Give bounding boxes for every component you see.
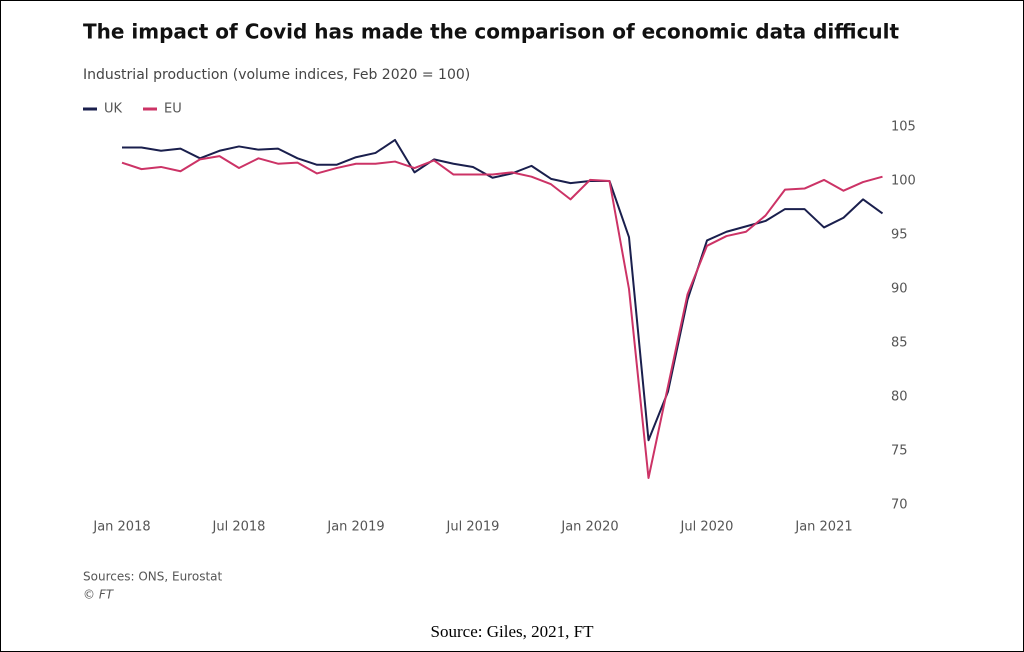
line-eu bbox=[121, 155, 883, 479]
caption: Source: Giles, 2021, FT bbox=[431, 622, 595, 641]
x-tick-label: Jul 2018 bbox=[212, 520, 266, 535]
x-tick-label: Jan 2021 bbox=[794, 520, 852, 535]
x-tick-label: Jul 2019 bbox=[446, 520, 500, 535]
y-tick-label: 100 bbox=[891, 174, 916, 189]
chart-subtitle: Industrial production (volume indices, F… bbox=[83, 67, 470, 83]
x-tick-label: Jan 2018 bbox=[92, 520, 150, 535]
x-tick-label: Jan 2019 bbox=[326, 520, 384, 535]
y-tick-label: 105 bbox=[891, 120, 916, 135]
legend-label: EU bbox=[164, 102, 182, 117]
x-tick-label: Jul 2020 bbox=[680, 520, 734, 535]
y-tick-label: 90 bbox=[891, 282, 908, 297]
y-tick-label: 95 bbox=[891, 228, 908, 243]
chart-title: The impact of Covid has made the compari… bbox=[83, 20, 900, 44]
legend-label: UK bbox=[104, 102, 123, 117]
y-tick-label: 80 bbox=[891, 390, 908, 405]
line-uk bbox=[122, 138, 884, 442]
credit: © FT bbox=[83, 588, 115, 602]
source: Sources: ONS, Eurostat bbox=[83, 570, 223, 584]
y-tick-label: 75 bbox=[891, 444, 908, 459]
y-tick-label: 85 bbox=[891, 336, 908, 351]
x-tick-label: Jan 2020 bbox=[560, 520, 618, 535]
y-tick-label: 70 bbox=[891, 498, 908, 513]
